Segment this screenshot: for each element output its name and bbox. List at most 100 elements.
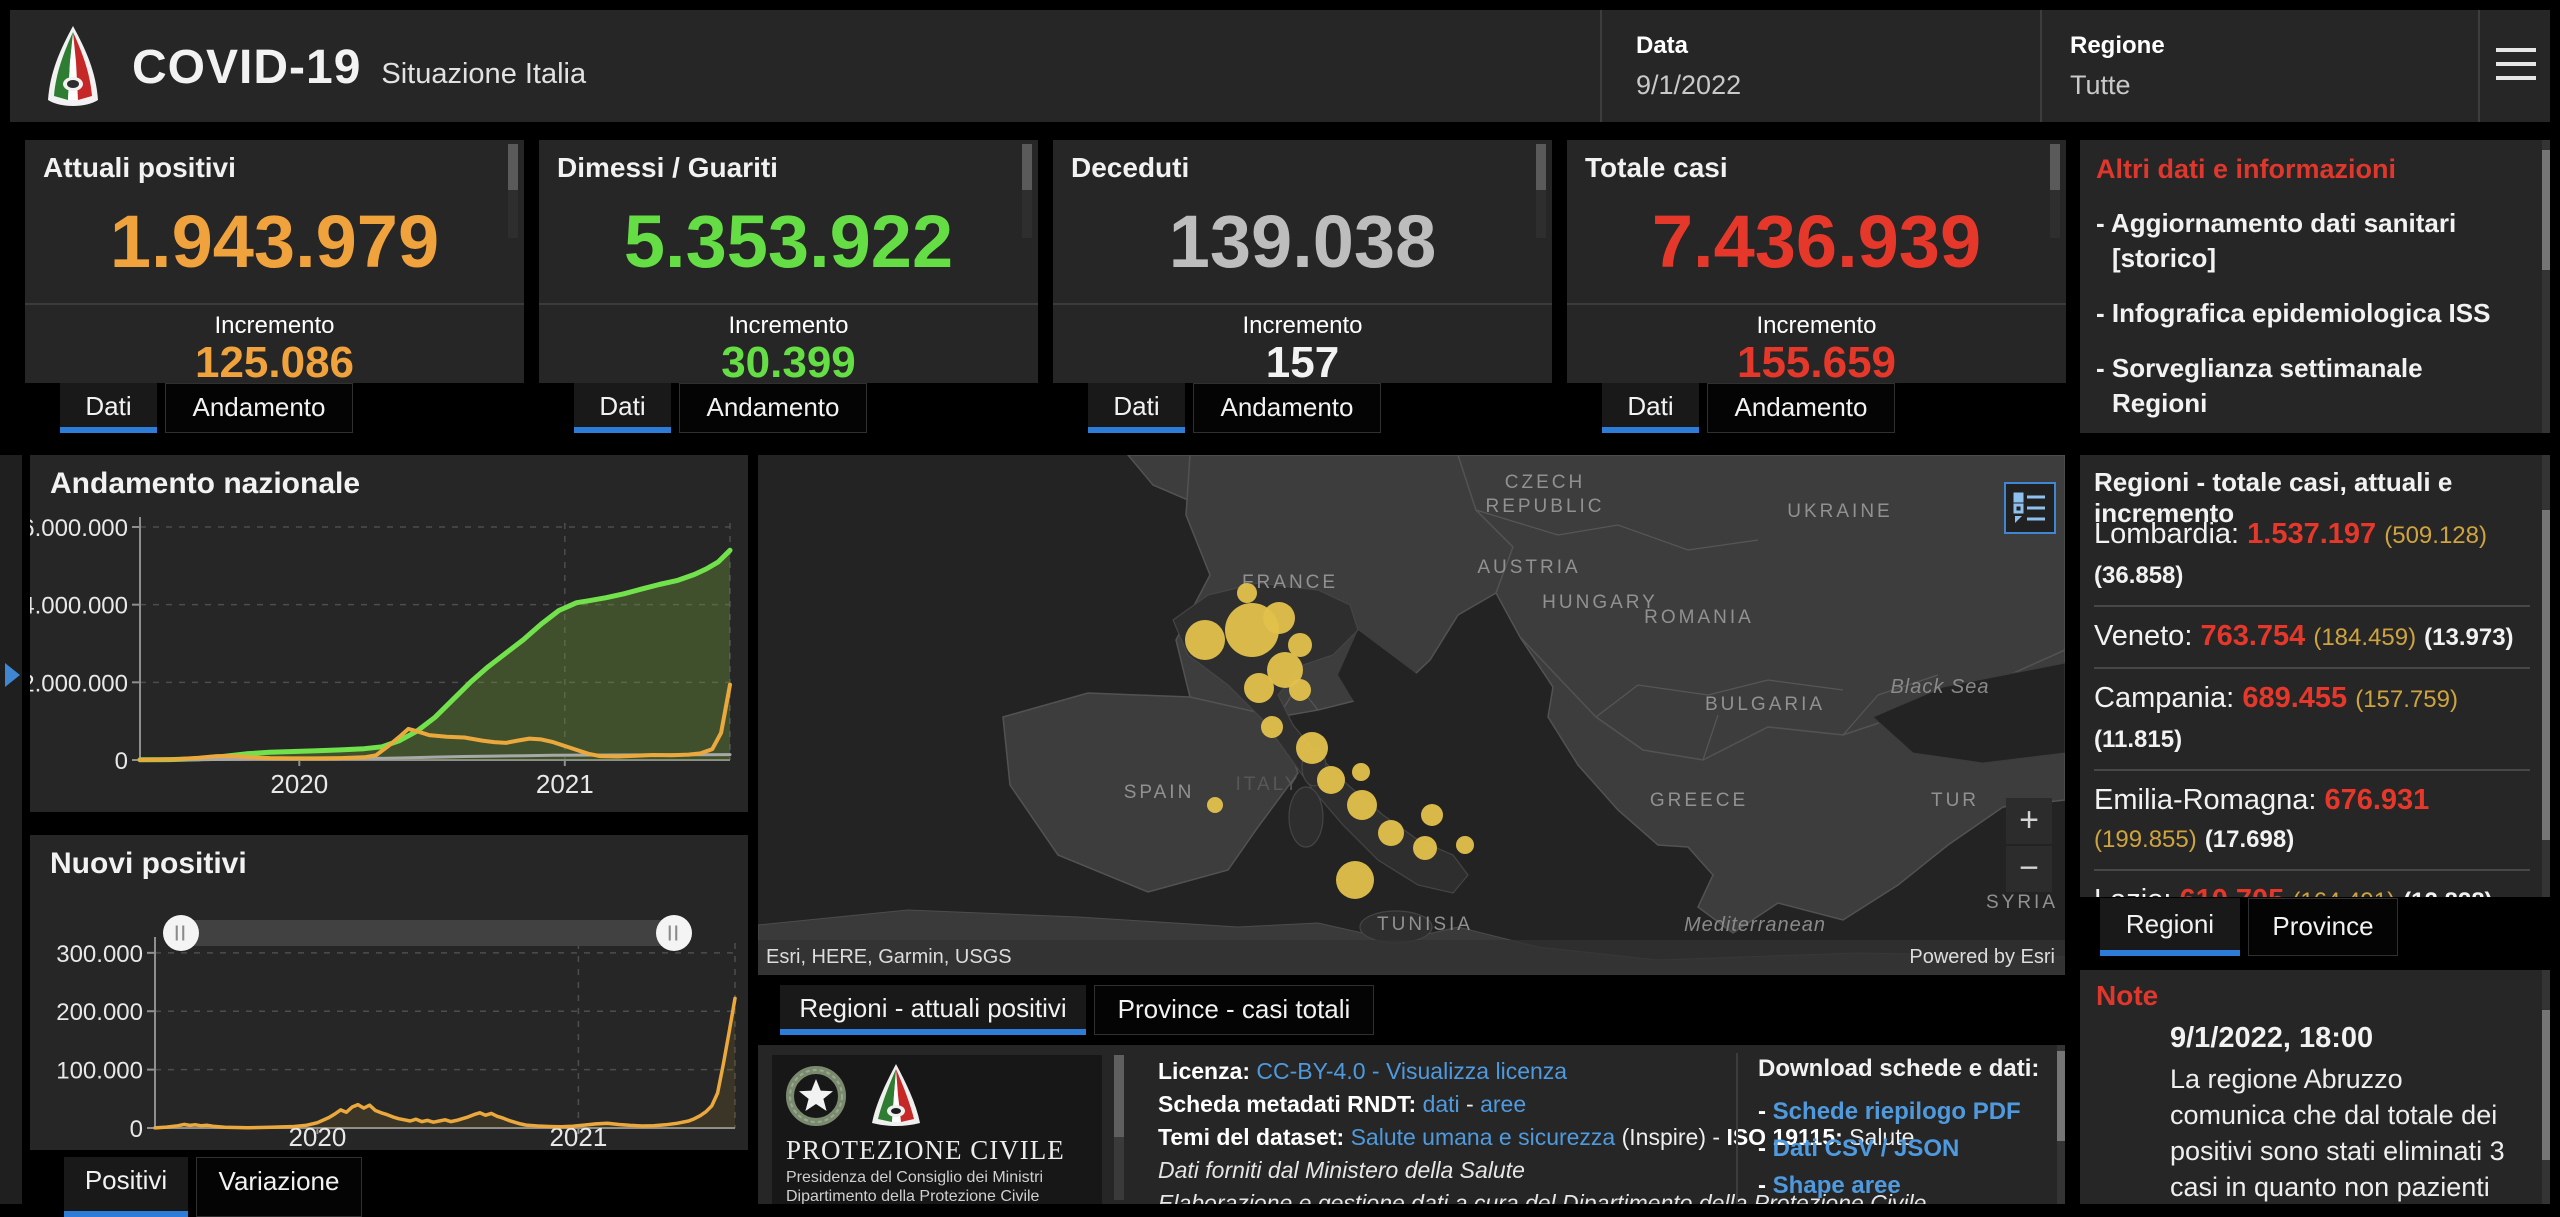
map-zoom-out-button[interactable]: − — [2006, 846, 2052, 892]
map-case-bubble[interactable] — [1317, 766, 1345, 794]
info-link[interactable]: - Sorveglianza settimanale Regioni — [2096, 353, 2423, 418]
card-scrollbar[interactable] — [1536, 144, 1546, 238]
map-label: SYRIA — [1985, 892, 2059, 913]
card-divider — [1567, 303, 2066, 305]
tab-regioni[interactable]: Regioni — [2100, 898, 2240, 956]
map-case-bubble[interactable] — [1244, 673, 1274, 703]
map-legend-button[interactable] — [2004, 482, 2056, 534]
card-tab-andamento-4[interactable]: Andamento — [1707, 383, 1895, 433]
map-label: ITALY — [1235, 774, 1301, 795]
svg-text:6.000.000: 6.000.000 — [30, 515, 128, 542]
download-link[interactable]: - Dati CSV / JSON — [1758, 1135, 1960, 1162]
map-case-bubble[interactable] — [1296, 732, 1328, 764]
map-basemap — [758, 455, 2065, 975]
tab-variazione[interactable]: Variazione — [196, 1157, 362, 1217]
card-increment-label: Incremento — [214, 312, 335, 339]
license-link[interactable]: Salute umana e sicurezza — [1350, 1124, 1616, 1150]
region-row-lombardia[interactable]: Lombardia: 1.537.197 (509.128) (36.858) — [2094, 505, 2530, 605]
license-link[interactable]: CC-BY-4.0 — [1256, 1058, 1366, 1084]
region-filter[interactable]: Regione Tutte — [2070, 32, 2165, 101]
map-label: SPAIN — [1123, 782, 1195, 803]
download-block: Download schede e dati: - Schede riepilo… — [1758, 1055, 2048, 1204]
license-link[interactable]: - — [1365, 1058, 1386, 1084]
card-increment-label: Incremento — [1756, 312, 1877, 339]
download-link[interactable]: - Schede riepilogo PDF — [1758, 1098, 2021, 1125]
card-tab-dati-3[interactable]: Dati — [1088, 383, 1185, 433]
card-scrollbar[interactable] — [2050, 144, 2060, 238]
powered-by-esri: Powered by Esri — [1909, 946, 2055, 968]
region-row-emilia-romagna[interactable]: Emilia-Romagna: 676.931 (199.855) (17.69… — [2094, 769, 2530, 869]
notes-scrollbar[interactable] — [2542, 970, 2550, 1204]
tab-regioni-attuali-positivi[interactable]: Regioni - attuali positivi — [780, 985, 1086, 1035]
map-case-bubble[interactable] — [1237, 583, 1257, 603]
license-link[interactable]: aree — [1480, 1091, 1527, 1117]
card-tab-andamento-1[interactable]: Andamento — [165, 383, 353, 433]
map-case-bubble[interactable] — [1261, 716, 1283, 738]
card-scrollbar[interactable] — [508, 144, 518, 238]
card-increment-value: 30.399 — [721, 338, 856, 387]
map-label: BULGARIA — [1704, 694, 1826, 715]
new-positives-title: Nuovi positivi — [50, 847, 247, 880]
card-scrollbar[interactable] — [1022, 144, 1032, 238]
card-divider — [25, 303, 524, 305]
date-filter-value: 9/1/2022 — [1636, 70, 1742, 100]
map-case-bubble[interactable] — [1207, 797, 1223, 813]
region-row-veneto[interactable]: Veneto: 763.754 (184.459) (13.973) — [2094, 605, 2530, 667]
time-range-track[interactable] — [181, 920, 674, 946]
info-panel-title: Altri dati e informazioni — [2096, 154, 2397, 184]
map-case-bubble[interactable] — [1336, 861, 1374, 899]
card-tab-andamento-2[interactable]: Andamento — [679, 383, 867, 433]
header-divider — [1600, 10, 1602, 122]
expand-panel-arrow-icon[interactable] — [5, 663, 20, 687]
region-increment: (17.698) — [2204, 826, 2295, 853]
footer-scrollbar[interactable] — [2057, 1045, 2065, 1204]
info-link[interactable]: - Infografica epidemiologica ISS — [2096, 298, 2491, 328]
card-title: Deceduti — [1071, 152, 1190, 183]
tab-province-casi-totali[interactable]: Province - casi totali — [1094, 985, 1374, 1035]
card-tab-andamento-3[interactable]: Andamento — [1193, 383, 1381, 433]
protezione-civile-block: PROTEZIONE CIVILE Presidenza del Consigl… — [772, 1055, 1102, 1204]
svg-text:100.000: 100.000 — [56, 1058, 143, 1085]
region-row-campania[interactable]: Campania: 689.455 (157.759) (11.815) — [2094, 667, 2530, 769]
card-increment-value: 157 — [1265, 338, 1340, 387]
map-case-bubble[interactable] — [1456, 836, 1474, 854]
region-row-lazio[interactable]: Lazio: 610.705 (164.491) (12.828) — [2094, 869, 2530, 897]
download-link[interactable]: - Shape aree — [1758, 1172, 1901, 1199]
region-total: 610.705 — [2179, 884, 2284, 897]
map-label: UKRAINE — [1787, 501, 1893, 522]
footer-logo-scrollbar[interactable] — [1114, 1055, 1124, 1200]
date-filter[interactable]: Data 9/1/2022 — [1636, 32, 1741, 101]
map-label: ROMANIA — [1644, 607, 1754, 628]
regions-scrollbar[interactable] — [2542, 455, 2550, 897]
map[interactable]: CZECH REPUBLIC UKRAINE AUSTRIA FRANCE HUNGAR… — [758, 455, 2065, 975]
map-case-bubble[interactable] — [1378, 820, 1404, 846]
license-link[interactable]: dati — [1422, 1091, 1460, 1117]
map-case-bubble[interactable] — [1352, 763, 1370, 781]
card-tab-dati-2[interactable]: Dati — [574, 383, 671, 433]
info-link[interactable]: - Aggiornamento dati sanitari [storico] — [2096, 208, 2457, 273]
map-zoom-in-button[interactable]: + — [2006, 798, 2052, 844]
map-case-bubble[interactable] — [1347, 790, 1377, 820]
region-filter-value: Tutte — [2070, 70, 2131, 100]
region-name: Lombardia: — [2094, 518, 2240, 550]
card-value: 139.038 — [1168, 200, 1437, 283]
italy-emblem-icon — [786, 1066, 846, 1126]
map-attribution-sources: Esri, HERE, Garmin, USGS — [766, 946, 1012, 968]
map-case-bubble[interactable] — [1263, 602, 1295, 634]
card-tab-dati-4[interactable]: Dati — [1602, 383, 1699, 433]
map-case-bubble[interactable] — [1421, 804, 1443, 826]
card-tab-dati-1[interactable]: Dati — [60, 383, 157, 433]
region-current: (157.759) — [2355, 686, 2458, 713]
range-slider-right-handle[interactable]: || — [656, 915, 692, 951]
range-slider-left-handle[interactable]: || — [163, 915, 199, 951]
menu-icon[interactable] — [2496, 48, 2536, 80]
info-scrollbar[interactable] — [2542, 140, 2550, 433]
license-link[interactable]: Visualizza licenza — [1385, 1058, 1568, 1084]
map-case-bubble[interactable] — [1413, 836, 1437, 860]
tab-province[interactable]: Province — [2248, 898, 2398, 956]
tab-positivi[interactable]: Positivi — [64, 1157, 188, 1217]
map-case-bubble[interactable] — [1289, 679, 1311, 701]
region-total: 763.754 — [2200, 620, 2306, 652]
map-case-bubble[interactable] — [1185, 620, 1225, 660]
